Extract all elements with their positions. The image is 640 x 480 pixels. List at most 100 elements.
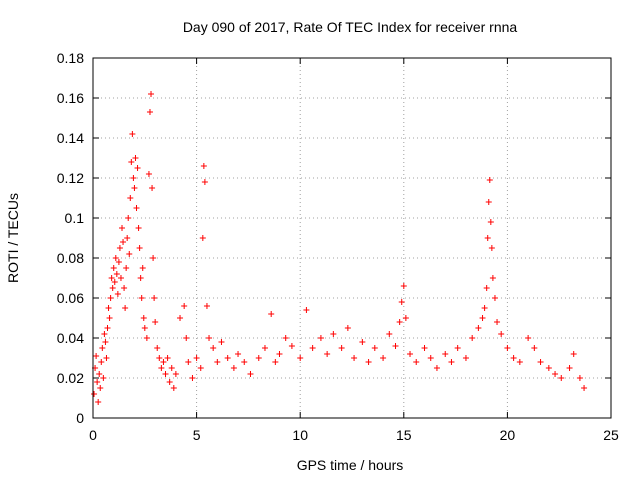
data-point <box>218 339 225 345</box>
data-point <box>255 355 262 361</box>
data-point <box>485 199 492 205</box>
data-point <box>570 351 577 357</box>
grid <box>93 58 611 418</box>
data-point <box>566 365 573 371</box>
data-point <box>303 307 310 313</box>
data-point <box>484 235 491 241</box>
data-point <box>203 303 210 309</box>
data-point <box>115 259 122 265</box>
data-point <box>123 265 130 271</box>
data-point <box>105 305 112 311</box>
data-point <box>101 331 108 337</box>
data-point <box>135 225 142 231</box>
data-point <box>421 345 428 351</box>
y-tick-label: 0.12 <box>57 170 84 186</box>
data-point <box>119 225 126 231</box>
x-tick-label: 10 <box>292 427 308 443</box>
data-point <box>433 365 440 371</box>
data-point <box>137 275 144 281</box>
data-point <box>396 319 403 325</box>
data-point <box>134 165 141 171</box>
data-point <box>576 375 583 381</box>
data-point <box>398 299 405 305</box>
data-point <box>510 355 517 361</box>
data-point <box>162 371 169 377</box>
data-point <box>121 285 128 291</box>
data-point <box>106 315 113 321</box>
data-point <box>93 353 100 359</box>
data-point <box>498 331 505 337</box>
data-point <box>386 331 393 337</box>
data-point <box>125 215 132 221</box>
data-point <box>324 351 331 357</box>
data-point <box>146 109 153 115</box>
data-point <box>317 335 324 341</box>
data-point <box>241 359 248 365</box>
data-point <box>206 335 213 341</box>
data-point <box>110 265 117 271</box>
data-point <box>154 345 161 351</box>
data-point <box>413 359 420 365</box>
data-point <box>272 359 279 365</box>
data-point <box>99 345 106 351</box>
data-point <box>297 355 304 361</box>
data-point <box>442 351 449 357</box>
data-point <box>481 305 488 311</box>
data-point <box>131 185 138 191</box>
data-point <box>114 291 121 297</box>
data-point <box>129 131 136 137</box>
data-point <box>344 325 351 331</box>
x-axis-label: GPS time / hours <box>297 457 404 473</box>
data-point <box>531 345 538 351</box>
data-point <box>160 359 167 365</box>
data-point <box>158 365 165 371</box>
data-point <box>185 359 192 365</box>
data-point <box>525 335 532 341</box>
data-point <box>552 371 559 377</box>
data-point <box>380 355 387 361</box>
y-tick-labels: 0 0.02 0.04 0.06 0.08 0.1 0.12 0.14 0.16 0.18 <box>57 50 84 426</box>
data-point <box>122 305 129 311</box>
data-point <box>151 295 158 301</box>
data-point <box>170 385 177 391</box>
x-tick-label: 0 <box>89 427 97 443</box>
data-point <box>224 355 231 361</box>
data-point <box>126 251 133 257</box>
data-point <box>132 155 139 161</box>
data-point <box>545 365 552 371</box>
data-point <box>338 345 345 351</box>
data-point <box>489 275 496 281</box>
data-point <box>276 351 283 357</box>
y-tick-label: 0.18 <box>57 50 84 66</box>
data-point <box>199 235 206 241</box>
data-point <box>172 371 179 377</box>
data-point <box>448 359 455 365</box>
y-tick-label: 0.1 <box>65 210 85 226</box>
data-point <box>359 339 366 345</box>
data-point <box>494 319 501 325</box>
data-point <box>402 315 409 321</box>
data-point <box>97 385 104 391</box>
x-tick-label: 25 <box>603 427 619 443</box>
data-point <box>145 171 152 177</box>
data-point <box>141 325 148 331</box>
y-tick-label: 0.02 <box>57 370 84 386</box>
data-point <box>150 255 157 261</box>
data-point <box>201 179 208 185</box>
data-point <box>120 239 127 245</box>
data-point <box>102 339 109 345</box>
data-point <box>261 345 268 351</box>
data-point <box>139 265 146 271</box>
data-point <box>124 235 131 241</box>
data-point <box>309 345 316 351</box>
data-point <box>268 311 275 317</box>
data-point <box>95 399 102 405</box>
data-point <box>117 275 124 281</box>
y-tick-label: 0.14 <box>57 130 84 146</box>
data-point <box>128 159 135 165</box>
data-point <box>140 315 147 321</box>
y-tick-label: 0.04 <box>57 330 84 346</box>
data-point <box>427 355 434 361</box>
data-point <box>479 315 486 321</box>
data-point <box>193 355 200 361</box>
